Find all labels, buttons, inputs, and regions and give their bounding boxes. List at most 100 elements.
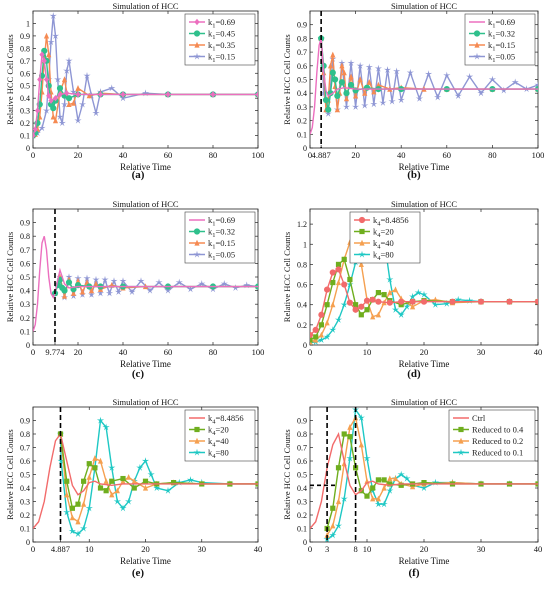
x-tick-label: 60 [164, 347, 173, 357]
series-marker [61, 76, 68, 83]
y-tick-label: 0.3 [297, 498, 307, 507]
legend-marker [193, 250, 201, 258]
series-marker [92, 109, 100, 117]
series-marker [61, 292, 68, 299]
series-marker [393, 67, 401, 75]
y-tick-label: 0 [303, 538, 307, 547]
series-marker [431, 478, 440, 486]
series-marker [324, 286, 331, 293]
panel-label: (c) [132, 368, 145, 380]
series-marker [335, 279, 342, 286]
series-marker [38, 124, 46, 132]
series-marker [334, 106, 340, 113]
series-marker [365, 63, 373, 71]
y-tick-label: 0.3 [20, 107, 30, 116]
y-tick-label: 1 [303, 240, 307, 249]
x-tick-label: 40 [119, 150, 128, 160]
series-marker [66, 101, 72, 108]
legend-label: k4=80 [373, 250, 394, 263]
series-marker [330, 505, 336, 511]
y-tick-label: 0.4 [297, 89, 307, 98]
y-tick-label: 0.6 [20, 259, 30, 268]
series-marker [34, 107, 41, 114]
y-tick-label: 0 [26, 341, 30, 350]
series-marker [65, 95, 73, 102]
legend-label: k1=0.05 [208, 250, 235, 263]
series-marker [380, 500, 388, 508]
y-tick-label: 0.6 [297, 62, 307, 71]
series-marker [347, 59, 355, 67]
series-marker [375, 495, 381, 502]
series-marker [361, 101, 369, 109]
series-marker [164, 286, 172, 294]
panel-label: (f) [409, 567, 420, 579]
series-marker [86, 92, 92, 99]
x-tick-label: 0 [308, 150, 312, 160]
y-tick-label: 0.9 [20, 417, 30, 426]
series-marker [387, 289, 393, 296]
series-marker [86, 461, 92, 467]
series-marker [364, 307, 370, 313]
series-marker [329, 269, 336, 276]
y-tick-label: 0.6 [297, 281, 307, 290]
series-marker [386, 486, 394, 494]
legend-marker [359, 228, 365, 235]
series-marker [103, 488, 109, 494]
series-marker [362, 90, 368, 96]
series-marker [101, 275, 109, 283]
chart-title: Simulation of HCC [112, 1, 178, 11]
y-tick-label: 0.5 [20, 82, 30, 91]
series-marker [41, 47, 48, 54]
series-marker [420, 298, 428, 305]
series-marker [341, 256, 347, 262]
series-marker [37, 76, 43, 83]
series-marker [403, 474, 411, 482]
series-marker [64, 478, 70, 484]
x-tick-label: 10 [363, 544, 372, 554]
legend-label: k1=0.69 [208, 17, 235, 30]
series-marker [102, 423, 110, 431]
y-axis-label: Relative HCC Cell Counts [5, 429, 15, 519]
x-axis-label: Relative Time [120, 162, 171, 172]
panel-label: (d) [407, 368, 421, 380]
series-marker [54, 75, 62, 83]
series-marker [136, 463, 144, 471]
series-marker [58, 119, 66, 127]
series-marker [488, 75, 497, 83]
series-marker [330, 279, 336, 286]
x-tick-label: 60 [443, 150, 452, 160]
legend-label: Reduced to 0.2 [472, 436, 523, 446]
series-marker [119, 94, 127, 102]
series-marker [370, 100, 378, 108]
panel-f: Simulation of HCC 0 3 8 10 20 30 40 0 0.1 0.2 0.3 0.… [282, 397, 542, 579]
series-marker [310, 331, 314, 339]
series-marker [387, 475, 393, 482]
series-marker [443, 299, 451, 307]
series-marker [318, 331, 324, 338]
series-line [326, 415, 538, 536]
legend-label: k4=40 [373, 238, 394, 251]
series-marker [313, 336, 319, 343]
x-tick-label: 30 [198, 544, 207, 554]
series-line [320, 38, 538, 114]
series-marker [141, 457, 150, 465]
series-marker [231, 284, 240, 291]
panel-label: (b) [407, 169, 421, 181]
series-marker [85, 504, 93, 512]
series-marker [420, 290, 428, 298]
x-tick-label: 0 [31, 150, 35, 160]
y-tick-label: 0.5 [20, 471, 30, 480]
series-marker [424, 70, 433, 78]
x-tick-label: 30 [477, 544, 486, 554]
series-marker [449, 298, 456, 305]
legend-label: k1=0.69 [208, 215, 235, 228]
y-tick-label: 0.7 [20, 444, 30, 453]
series-marker [420, 484, 428, 492]
series-marker [41, 57, 47, 65]
series-marker [92, 275, 100, 283]
series-marker [329, 69, 336, 76]
panel-label: (e) [132, 567, 145, 579]
